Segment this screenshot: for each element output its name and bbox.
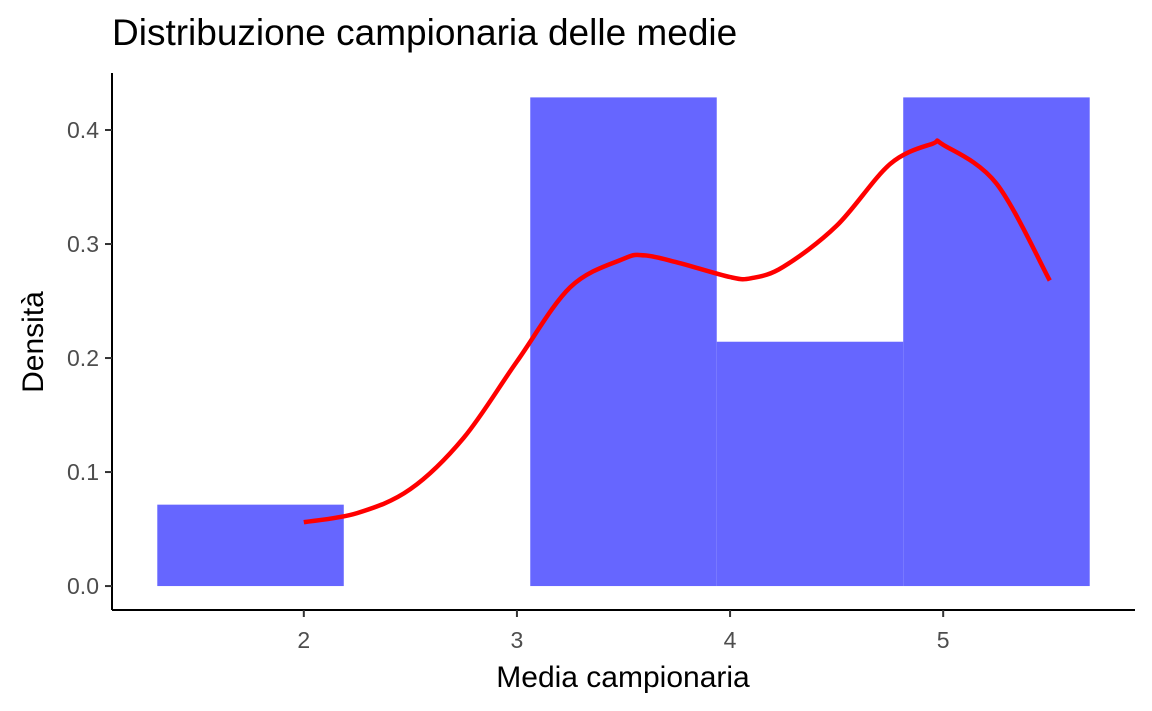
y-tick-label: 0.1: [67, 459, 99, 485]
histogram-bar-4: [716, 341, 904, 587]
y-tick-label: 0.0: [67, 573, 99, 599]
y-tick-label: 0.3: [67, 231, 99, 257]
x-tick-label: 2: [297, 627, 310, 653]
histogram-bar-1: [157, 504, 344, 587]
histogram-bar-5: [903, 97, 1090, 587]
histogram-bar-3: [530, 97, 717, 587]
x-tick-label: 3: [511, 627, 524, 653]
x-axis-ticks: 2 3 4 5: [297, 610, 950, 653]
y-tick-label: 0.2: [67, 345, 99, 371]
x-tick-label: 4: [724, 627, 737, 653]
x-tick-label: 5: [937, 627, 950, 653]
y-axis-title: Densità: [17, 291, 50, 393]
y-axis-ticks: 0.0 0.1 0.2 0.3 0.4: [67, 117, 112, 599]
y-tick-label: 0.4: [67, 117, 99, 143]
density-curve: [303, 138, 1052, 525]
histogram-bars: [157, 97, 1090, 587]
chart-title: Distribuzione campionaria delle medie: [112, 12, 738, 53]
x-axis-title: Media campionaria: [496, 661, 750, 694]
